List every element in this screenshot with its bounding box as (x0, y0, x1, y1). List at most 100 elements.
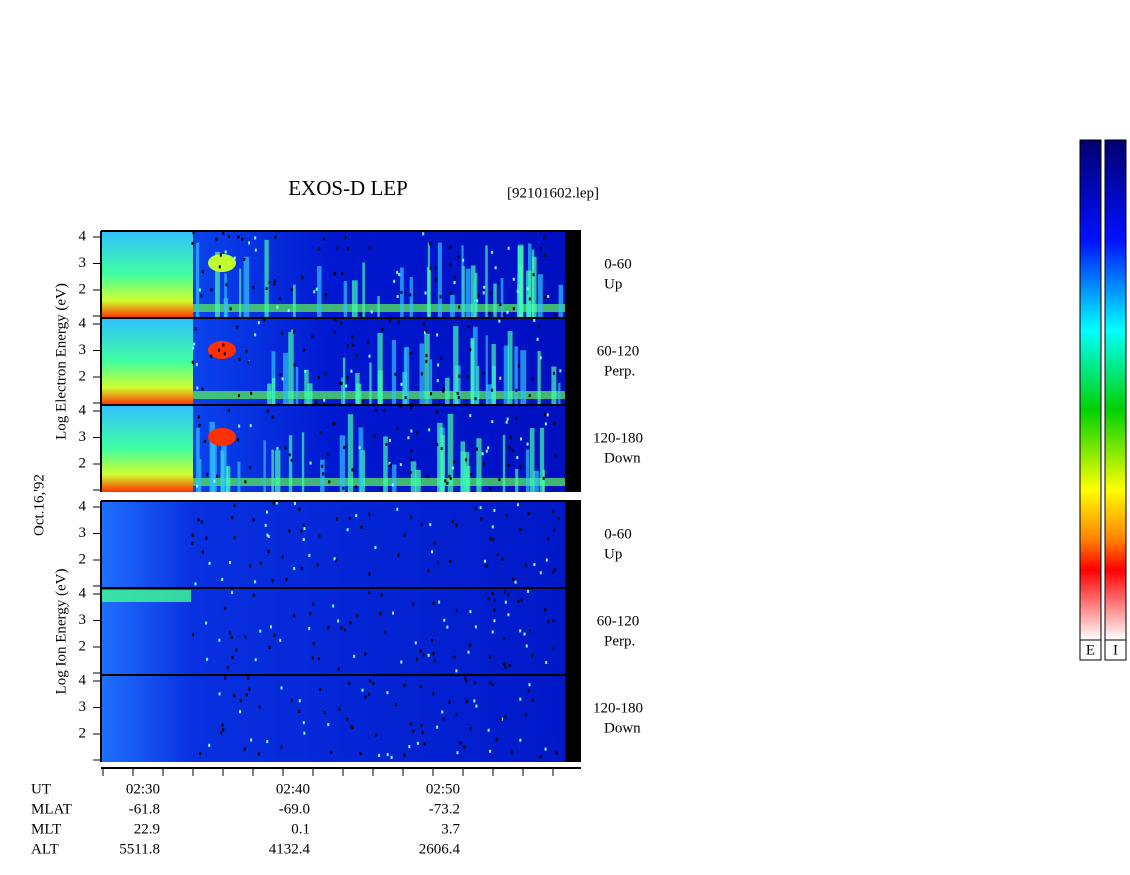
direction-label: Up (604, 546, 622, 562)
speckle (431, 638, 434, 642)
speckle (436, 561, 439, 565)
speckle (483, 285, 486, 289)
speckle (267, 550, 270, 554)
colorbar-label: E (1086, 642, 1095, 658)
speckle (218, 638, 221, 642)
speckle (476, 447, 479, 451)
speckle (432, 652, 435, 656)
speckle (500, 717, 503, 721)
speckle (547, 619, 550, 623)
row-value: -61.8 (129, 801, 160, 817)
speckle (441, 710, 444, 714)
speckle (361, 688, 364, 692)
speckle (421, 731, 424, 735)
speckle (222, 231, 225, 235)
speckle (254, 580, 257, 584)
spectrogram (339, 435, 346, 492)
speckle (422, 322, 425, 326)
speckle (473, 681, 476, 685)
speckle (319, 687, 322, 691)
speckle (191, 533, 194, 537)
speckle (424, 291, 427, 295)
speckle (493, 608, 496, 612)
speckle (491, 420, 494, 424)
speckle (504, 665, 507, 669)
angle-label: 0-60 (604, 526, 632, 542)
speckle (321, 464, 324, 468)
speckle (456, 391, 459, 395)
spectrogram (377, 332, 383, 405)
speckle (396, 270, 399, 274)
speckle (404, 396, 407, 400)
speckle (528, 394, 531, 398)
y-tick-label: 2 (79, 368, 87, 384)
speckle (252, 593, 255, 597)
speckle (449, 476, 452, 480)
spectrogram (295, 366, 299, 405)
spectrogram (196, 428, 200, 492)
spectrogram (538, 274, 543, 318)
speckle (408, 745, 411, 749)
speckle (206, 657, 209, 661)
speckle (451, 466, 454, 470)
spectrogram (558, 284, 564, 318)
direction-label: Perp. (604, 633, 635, 649)
spectrogram (101, 318, 193, 405)
speckle (223, 352, 226, 356)
speckle (544, 422, 547, 426)
spectrogram (377, 370, 383, 405)
speckle (198, 288, 201, 292)
speckle (304, 369, 307, 373)
speckle (192, 231, 195, 235)
spectrogram (226, 466, 231, 492)
speckle (489, 487, 492, 491)
speckle (272, 502, 275, 506)
speckle (367, 692, 370, 696)
spectrogram (410, 461, 417, 492)
speckle (298, 709, 301, 713)
speckle (332, 604, 335, 608)
speckle (351, 725, 354, 729)
speckle (316, 563, 319, 567)
speckle (477, 294, 480, 298)
spectrogram (383, 436, 388, 492)
speckle (493, 508, 496, 512)
speckle (483, 559, 486, 563)
speckle (499, 717, 502, 721)
speckle (412, 729, 415, 733)
speckle (410, 449, 413, 453)
spectrogram (215, 251, 220, 318)
speckle (450, 291, 453, 295)
speckle (435, 278, 438, 282)
speckle (399, 405, 402, 409)
speckle (346, 376, 349, 380)
speckle (539, 571, 542, 575)
speckle (419, 649, 422, 653)
speckle (539, 755, 542, 759)
speckle (400, 290, 403, 294)
spectrogram (307, 383, 313, 405)
speckle (469, 727, 472, 731)
speckle (552, 647, 555, 651)
speckle (254, 236, 257, 240)
speckle (276, 305, 279, 309)
spectrogram (193, 478, 565, 486)
speckle (275, 501, 278, 505)
speckle (499, 303, 502, 307)
speckle (259, 561, 262, 565)
speckle (280, 686, 283, 690)
spectrogram (358, 427, 364, 492)
speckle (501, 557, 504, 561)
spectrogram (101, 588, 565, 675)
speckle (293, 501, 296, 505)
speckle (195, 362, 198, 366)
speckle (233, 503, 236, 507)
speckle (303, 731, 306, 735)
speckle (346, 717, 349, 721)
speckle (400, 660, 403, 664)
speckle (554, 313, 557, 317)
speckle (393, 279, 396, 283)
speckle (528, 683, 531, 687)
speckle (390, 755, 393, 759)
speckle (526, 442, 529, 446)
